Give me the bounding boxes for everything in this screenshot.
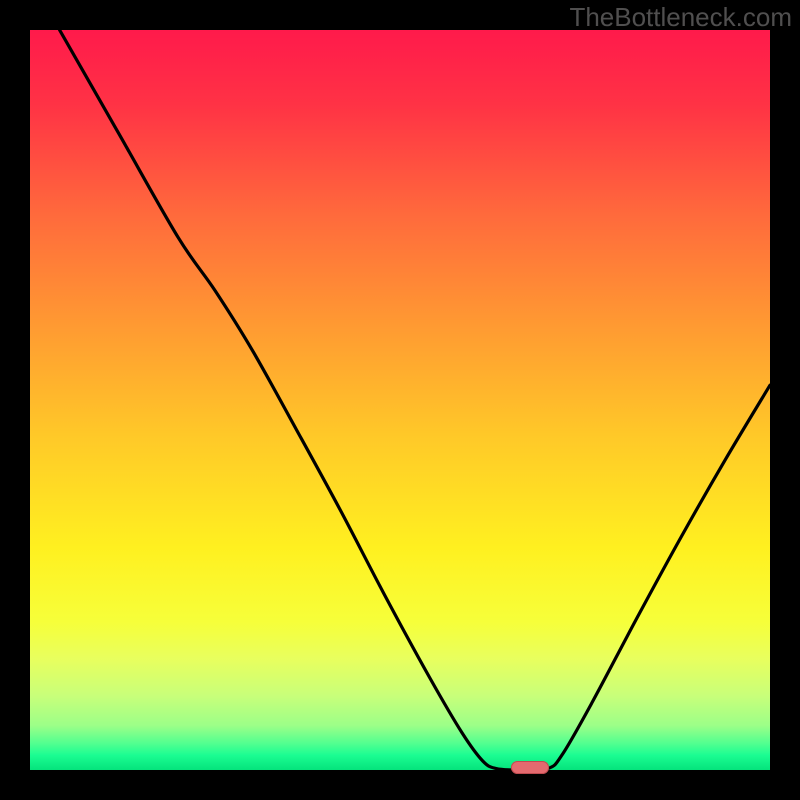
plot-area <box>30 30 770 770</box>
chart-frame: TheBottleneck.com <box>0 0 800 800</box>
curve-layer <box>30 30 770 770</box>
watermark-text: TheBottleneck.com <box>569 2 792 33</box>
bottleneck-curve <box>60 30 770 770</box>
optimum-marker <box>511 761 549 774</box>
